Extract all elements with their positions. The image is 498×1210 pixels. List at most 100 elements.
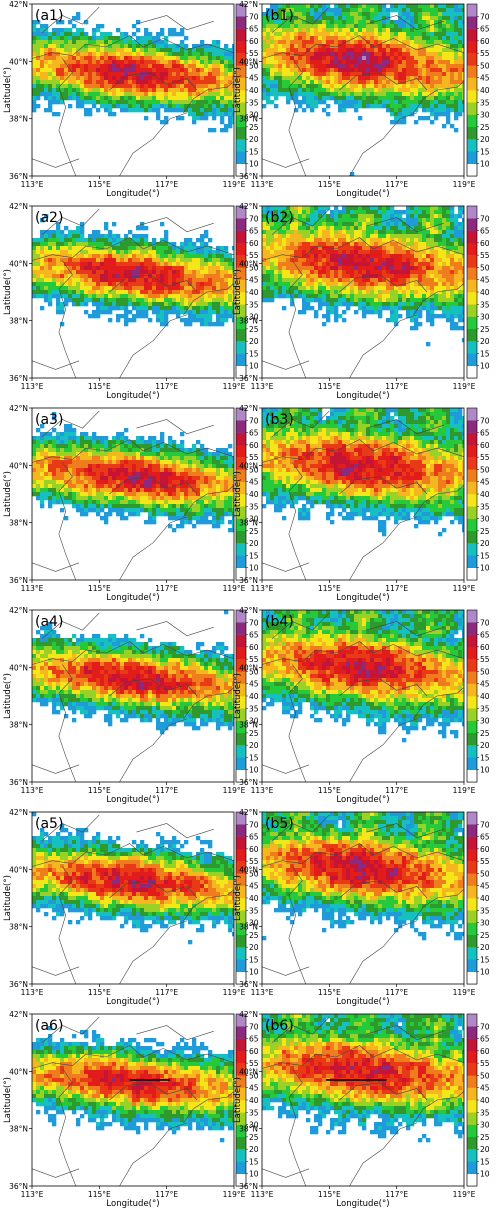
reflectivity-cell: [454, 274, 459, 279]
reflectivity-cell: [302, 242, 307, 247]
reflectivity-cell: [140, 234, 145, 239]
reflectivity-cell: [422, 246, 427, 251]
reflectivity-cell: [430, 20, 435, 25]
reflectivity-cell: [232, 76, 234, 81]
reflectivity-cell: [232, 96, 234, 101]
reflectivity-cell: [414, 210, 419, 215]
reflectivity-cell: [406, 4, 411, 9]
reflectivity-cell: [224, 246, 229, 251]
reflectivity-cell: [40, 306, 45, 311]
reflectivity-cell: [302, 96, 307, 101]
reflectivity-cell: [88, 436, 93, 441]
reflectivity-cell: [72, 432, 77, 437]
reflectivity-cell: [286, 60, 291, 65]
reflectivity-cell: [334, 88, 339, 93]
reflectivity-cell: [386, 80, 391, 85]
reflectivity-cell: [386, 40, 391, 45]
reflectivity-cell: [220, 100, 225, 105]
reflectivity-cell: [366, 230, 371, 235]
reflectivity-cell: [402, 68, 407, 73]
reflectivity-cell: [302, 290, 307, 295]
reflectivity-cell: [262, 96, 267, 101]
reflectivity-cell: [76, 226, 81, 231]
reflectivity-cell: [32, 60, 37, 65]
reflectivity-cell: [378, 218, 383, 223]
reflectivity-cell: [318, 230, 323, 235]
reflectivity-cell: [274, 64, 279, 69]
reflectivity-cell: [322, 8, 327, 13]
reflectivity-cell: [366, 278, 371, 283]
reflectivity-cell: [290, 64, 295, 69]
reflectivity-cell: [386, 306, 391, 311]
reflectivity-cell: [176, 56, 181, 61]
reflectivity-cell: [228, 262, 233, 267]
reflectivity-cell: [334, 246, 339, 251]
reflectivity-cell: [132, 32, 137, 37]
reflectivity-cell: [262, 72, 267, 77]
reflectivity-cell: [462, 222, 464, 227]
reflectivity-cell: [326, 104, 331, 109]
reflectivity-cell: [164, 258, 169, 263]
reflectivity-cell: [314, 314, 319, 319]
colorbar-label: 25: [480, 123, 490, 132]
reflectivity-cell: [184, 56, 189, 61]
reflectivity-cell: [164, 250, 169, 255]
reflectivity-cell: [386, 60, 391, 65]
reflectivity-cell: [402, 274, 407, 279]
reflectivity-cell: [446, 72, 451, 77]
reflectivity-cell: [398, 306, 403, 311]
reflectivity-cell: [334, 282, 339, 287]
reflectivity-cell: [200, 64, 205, 69]
reflectivity-cell: [262, 24, 267, 29]
reflectivity-cell: [228, 56, 233, 61]
reflectivity-cell: [406, 270, 411, 275]
reflectivity-cell: [128, 60, 133, 65]
reflectivity-cell: [44, 48, 49, 53]
reflectivity-cell: [298, 310, 303, 315]
reflectivity-cell: [140, 266, 145, 271]
reflectivity-cell: [156, 262, 161, 267]
reflectivity-cell: [438, 96, 443, 101]
reflectivity-cell: [176, 266, 181, 271]
reflectivity-cell: [430, 68, 435, 73]
reflectivity-cell: [462, 72, 464, 77]
reflectivity-cell: [310, 28, 315, 33]
reflectivity-cell: [446, 108, 451, 113]
reflectivity-cell: [108, 104, 113, 109]
reflectivity-cell: [402, 226, 407, 231]
axes-frame: [261, 205, 465, 379]
reflectivity-cell: [406, 310, 411, 315]
reflectivity-cell: [290, 262, 295, 267]
reflectivity-cell: [48, 36, 53, 41]
reflectivity-cell: [394, 36, 399, 41]
reflectivity-cell: [128, 298, 133, 303]
reflectivity-cell: [386, 282, 391, 287]
reflectivity-cell: [116, 76, 121, 81]
reflectivity-cell: [156, 298, 161, 303]
reflectivity-cell: [48, 230, 53, 235]
reflectivity-cell: [430, 274, 435, 279]
reflectivity-cell: [422, 222, 427, 227]
reflectivity-cell: [220, 290, 225, 295]
reflectivity-cell: [224, 56, 229, 61]
reflectivity-cell: [342, 32, 347, 37]
reflectivity-cell: [438, 218, 443, 223]
reflectivity-cell: [350, 80, 355, 85]
reflectivity-cell: [188, 266, 193, 271]
reflectivity-cell: [72, 428, 77, 433]
reflectivity-cell: [92, 238, 97, 243]
colorbar-segment: [236, 353, 246, 366]
reflectivity-cell: [92, 278, 97, 283]
reflectivity-cell: [370, 302, 375, 307]
reflectivity-cell: [310, 234, 315, 239]
reflectivity-cell: [346, 258, 351, 263]
reflectivity-cell: [140, 76, 145, 81]
colorbar-label: 30: [249, 111, 259, 120]
reflectivity-cell: [390, 226, 395, 231]
reflectivity-cell: [286, 250, 291, 255]
reflectivity-cell: [310, 286, 315, 291]
reflectivity-cell: [438, 270, 443, 275]
reflectivity-cell: [188, 306, 193, 311]
reflectivity-cell: [322, 282, 327, 287]
reflectivity-cell: [36, 92, 41, 97]
